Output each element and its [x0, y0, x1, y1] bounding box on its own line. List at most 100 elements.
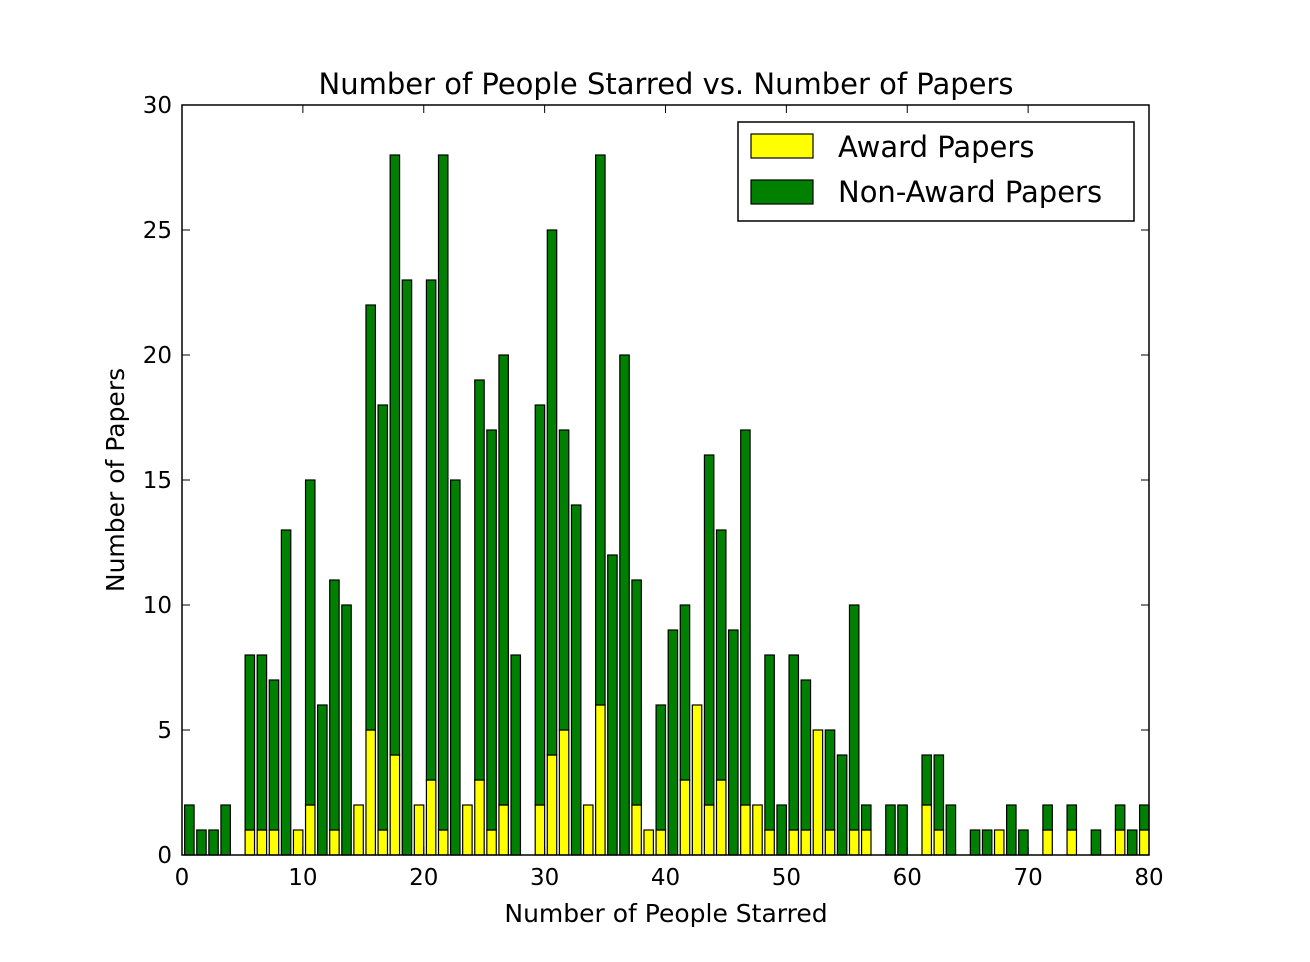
bar-non-award — [184, 804, 195, 856]
bar-non-award — [196, 829, 207, 856]
y-tick-label: 10 — [143, 593, 172, 619]
bar-non-award — [256, 654, 268, 831]
bar-award — [498, 804, 509, 856]
bar-award — [413, 804, 425, 856]
bar-non-award — [848, 604, 860, 831]
bar-award — [534, 804, 546, 856]
bar-award — [389, 754, 401, 856]
bar-non-award — [244, 654, 256, 831]
bar-non-award — [329, 579, 340, 831]
bar-non-award — [449, 479, 461, 856]
bar-award — [558, 729, 570, 856]
y-tick-label: 20 — [143, 343, 172, 369]
bar-non-award — [595, 154, 606, 706]
x-tick-label: 30 — [530, 865, 559, 891]
bar-award — [824, 829, 836, 856]
bar-award — [292, 829, 304, 856]
bar-award — [993, 829, 1005, 856]
ticks-layer: 0 10 20 30 40 50 60 70 80 0 5 10 15 20 25 30 — [143, 93, 1164, 891]
bar-award — [437, 829, 449, 856]
bar-award — [691, 704, 703, 856]
x-axis-label: Number of People Starred — [504, 899, 827, 928]
bar-non-award — [740, 429, 751, 806]
y-tick-label: 0 — [157, 843, 172, 869]
bar-non-award — [437, 154, 449, 831]
x-tick-label: 60 — [893, 865, 922, 891]
bar-award — [595, 704, 606, 856]
y-tick-label: 15 — [143, 468, 172, 494]
bar-non-award — [1018, 829, 1029, 856]
y-tick-label: 5 — [157, 718, 172, 744]
bar-award — [740, 804, 751, 856]
bar-award — [244, 829, 256, 856]
bar-award — [1114, 829, 1126, 856]
bar-award — [643, 829, 655, 856]
bar-non-award — [764, 654, 775, 831]
bar-non-award — [776, 804, 787, 856]
bar-award — [679, 779, 691, 856]
bar-non-award — [1114, 804, 1126, 831]
x-tick-label: 80 — [1134, 865, 1163, 891]
bar-non-award — [208, 829, 219, 856]
bar-non-award — [607, 554, 618, 856]
bar-award — [546, 754, 558, 856]
bar-non-award — [498, 354, 509, 806]
bar-non-award — [510, 654, 522, 856]
bar-non-award — [885, 804, 896, 856]
y-tick-label: 25 — [143, 218, 172, 244]
bar-award — [256, 829, 268, 856]
bar-non-award — [727, 629, 739, 856]
bar-non-award — [631, 579, 642, 806]
bar-non-award — [860, 804, 872, 831]
bar-non-award — [317, 704, 328, 856]
legend-label-non-award: Non-Award Papers — [838, 175, 1102, 209]
bar-non-award — [1066, 804, 1078, 831]
bar-non-award — [534, 404, 546, 806]
bar-non-award — [365, 304, 376, 731]
bar-non-award — [788, 654, 800, 831]
bar-non-award — [667, 629, 679, 856]
bar-non-award — [715, 529, 727, 781]
bar-non-award — [824, 729, 836, 831]
legend-label-award: Award Papers — [838, 130, 1034, 164]
bar-non-award — [570, 504, 582, 856]
x-tick-label: 50 — [772, 865, 801, 891]
bar-non-award — [1006, 804, 1017, 856]
bar-non-award — [921, 754, 933, 806]
bar-non-award — [401, 279, 413, 856]
bar-award — [1138, 829, 1150, 856]
bar-non-award — [304, 479, 316, 806]
bar-award — [474, 779, 485, 856]
legend: Award Papers Non-Award Papers — [737, 121, 1135, 222]
bar-award — [764, 829, 775, 856]
bar-non-award — [800, 679, 812, 831]
bar-non-award — [945, 804, 957, 856]
bar-non-award — [558, 429, 570, 731]
bar-non-award — [655, 704, 667, 831]
bar-award — [788, 829, 800, 856]
bar-award — [752, 804, 763, 856]
bar-non-award — [969, 829, 981, 856]
bar-non-award — [1090, 829, 1102, 856]
bar-non-award — [703, 454, 715, 806]
bar-non-award — [1138, 804, 1150, 831]
bar-award — [329, 829, 340, 856]
legend-swatch-non-award — [750, 179, 814, 205]
bar-award — [486, 829, 497, 856]
chart-title: Number of People Starred vs. Number of P… — [319, 67, 1014, 101]
bar-award — [304, 804, 316, 856]
bar-non-award — [220, 804, 231, 856]
legend-swatch-award — [750, 133, 814, 159]
bars-layer — [184, 154, 1150, 856]
bar-non-award — [836, 754, 848, 856]
bar-non-award — [679, 604, 691, 781]
bar-award — [353, 804, 364, 856]
y-tick-label: 30 — [143, 93, 172, 119]
bar-award — [921, 804, 933, 856]
x-tick-label: 40 — [651, 865, 680, 891]
bar-award — [1042, 829, 1053, 856]
bar-award — [377, 829, 389, 856]
bar-award — [268, 829, 280, 856]
bar-non-award — [280, 529, 292, 856]
